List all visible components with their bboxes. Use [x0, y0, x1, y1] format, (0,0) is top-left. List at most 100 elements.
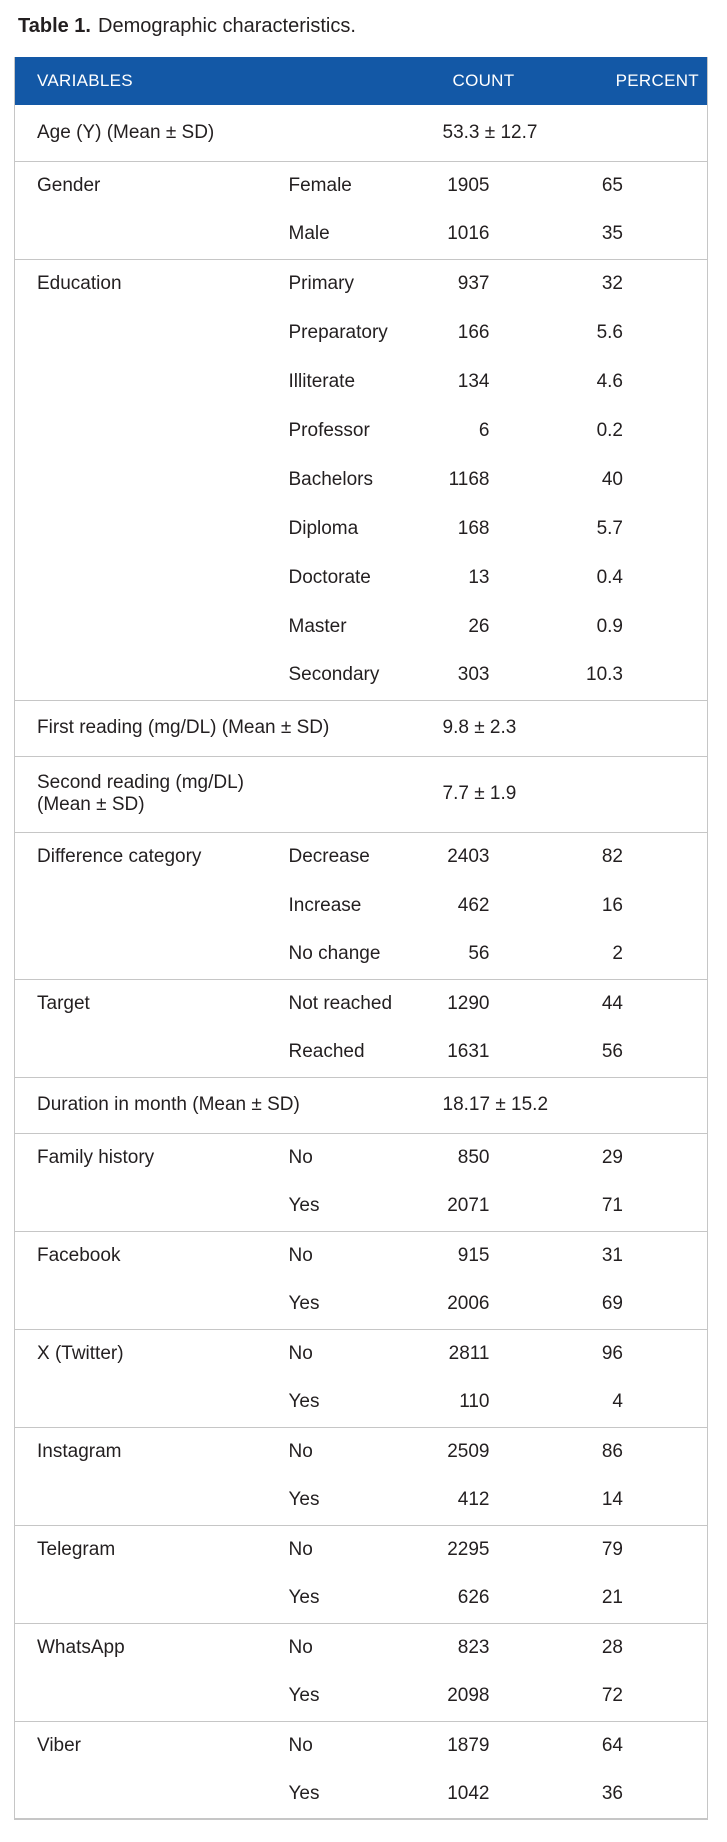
- count-value: 2295: [440, 1525, 505, 1574]
- table-group-difference-category: Difference category Decrease 2403 82 Increas…: [14, 832, 708, 979]
- category-label: Yes: [274, 1182, 441, 1231]
- table-row: Yes 2071 71: [15, 1182, 708, 1231]
- variable-label: First reading (mg/DL) (Mean ± SD): [14, 700, 441, 756]
- count-value: 134: [440, 357, 505, 406]
- count-value: 412: [440, 1476, 505, 1525]
- category-label: Diploma: [274, 504, 441, 553]
- category-label: Male: [274, 210, 441, 259]
- mean-sd-value: 7.7 ± 1.9: [440, 756, 708, 832]
- table-row: Master 26 0.9: [15, 602, 708, 651]
- count-value: 937: [440, 259, 505, 308]
- variable-label: Target: [14, 979, 275, 1077]
- percent-value: 65: [504, 161, 708, 210]
- count-value: 1905: [440, 161, 505, 210]
- percent-value: 5.6: [504, 308, 708, 357]
- category-label: Yes: [274, 1672, 441, 1721]
- table-group-target: Target Not reached 1290 44 Reached 1631 56: [14, 979, 708, 1077]
- table-row: Illiterate 134 4.6: [15, 357, 708, 406]
- table-group-gender: Gender Female 1905 65 Male 1016 35: [14, 161, 708, 259]
- count-value: 915: [440, 1231, 505, 1280]
- table-row: Age (Y) (Mean ± SD) 53.3 ± 12.7: [14, 105, 708, 161]
- variable-label: Second reading (mg/DL) (Mean ± SD): [14, 756, 441, 832]
- table-row: Yes 1042 36: [15, 1770, 708, 1819]
- count-value: 626: [440, 1574, 505, 1623]
- percent-value: 16: [504, 881, 708, 930]
- variable-label: Family history: [14, 1133, 275, 1231]
- table-row: Bachelors 1168 40: [15, 455, 708, 504]
- category-label: Yes: [274, 1476, 441, 1525]
- percent-value: 71: [504, 1182, 708, 1231]
- count-value: 168: [440, 504, 505, 553]
- category-label: No: [274, 1133, 441, 1182]
- percent-value: 0.2: [504, 406, 708, 455]
- table-row: Yes 412 14: [15, 1476, 708, 1525]
- variable-label: Telegram: [14, 1525, 275, 1623]
- table-row: No change 56 2: [15, 930, 708, 979]
- category-label: Doctorate: [274, 553, 441, 602]
- category-label: No: [274, 1525, 441, 1574]
- category-label: Professor: [274, 406, 441, 455]
- variable-label: Difference category: [14, 832, 275, 979]
- category-label: Secondary: [274, 651, 441, 700]
- count-value: 1016: [440, 210, 505, 259]
- percent-value: 0.4: [504, 553, 708, 602]
- table-row: Yes 626 21: [15, 1574, 708, 1623]
- table-row: X (Twitter) No 2811 96: [14, 1329, 708, 1427]
- table-row: Difference category Decrease 2403 82: [14, 832, 708, 979]
- table-row: Instagram No 2509 86: [14, 1427, 708, 1525]
- table-header: VARIABLES COUNT PERCENT: [14, 57, 708, 105]
- table-group-instagram: Instagram No 2509 86 Yes 412 14: [14, 1427, 708, 1525]
- category-label: Yes: [274, 1574, 441, 1623]
- category-label: No: [274, 1623, 441, 1672]
- count-value: 2071: [440, 1182, 505, 1231]
- category-label: Illiterate: [274, 357, 441, 406]
- count-value: 56: [440, 930, 505, 979]
- header-row: VARIABLES COUNT PERCENT: [14, 57, 708, 105]
- percent-value: 72: [504, 1672, 708, 1721]
- table-group-whatsapp: WhatsApp No 823 28 Yes 2098 72: [14, 1623, 708, 1721]
- percent-value: 4: [504, 1378, 708, 1427]
- table-row: Education Primary 937 32: [14, 259, 708, 700]
- count-value: 1879: [440, 1721, 505, 1770]
- count-value: 26: [440, 602, 505, 651]
- count-value: 2403: [440, 832, 505, 881]
- percent-value: 29: [504, 1133, 708, 1182]
- table-group-x-twitter: X (Twitter) No 2811 96 Yes 110 4: [14, 1329, 708, 1427]
- table-group-family-history: Family history No 850 29 Yes 2071 71: [14, 1133, 708, 1231]
- percent-value: 69: [504, 1280, 708, 1329]
- category-label: No: [274, 1329, 441, 1378]
- count-value: 6: [440, 406, 505, 455]
- category-label: Decrease: [274, 832, 441, 881]
- percent-value: 0.9: [504, 602, 708, 651]
- table-row: Viber No 1879 64: [14, 1721, 708, 1819]
- count-value: 2811: [440, 1329, 505, 1378]
- percent-value: 35: [504, 210, 708, 259]
- percent-value: 44: [504, 979, 708, 1028]
- table-row: Professor 6 0.2: [15, 406, 708, 455]
- percent-value: 64: [504, 1721, 708, 1770]
- category-label: Not reached: [274, 979, 441, 1028]
- count-value: 2006: [440, 1280, 505, 1329]
- percent-value: 4.6: [504, 357, 708, 406]
- percent-value: 96: [504, 1329, 708, 1378]
- category-label: No: [274, 1721, 441, 1770]
- count-value: 13: [440, 553, 505, 602]
- category-label: Yes: [274, 1280, 441, 1329]
- count-value: 850: [440, 1133, 505, 1182]
- category-label: Yes: [274, 1378, 441, 1427]
- percent-value: 14: [504, 1476, 708, 1525]
- table-row: Yes 2006 69: [15, 1280, 708, 1329]
- table-row: Secondary 303 10.3: [15, 651, 708, 700]
- count-value: 2509: [440, 1427, 505, 1476]
- percent-value: 86: [504, 1427, 708, 1476]
- count-value: 303: [440, 651, 505, 700]
- column-header-percent: PERCENT: [504, 57, 708, 105]
- category-label: Yes: [274, 1770, 441, 1819]
- category-label: No: [274, 1231, 441, 1280]
- category-label: Primary: [274, 259, 441, 308]
- table-row: Diploma 168 5.7: [15, 504, 708, 553]
- table-row: Duration in month (Mean ± SD) 18.17 ± 15.…: [14, 1077, 708, 1133]
- table-group-facebook: Facebook No 915 31 Yes 2006 69: [14, 1231, 708, 1329]
- percent-value: 56: [504, 1028, 708, 1077]
